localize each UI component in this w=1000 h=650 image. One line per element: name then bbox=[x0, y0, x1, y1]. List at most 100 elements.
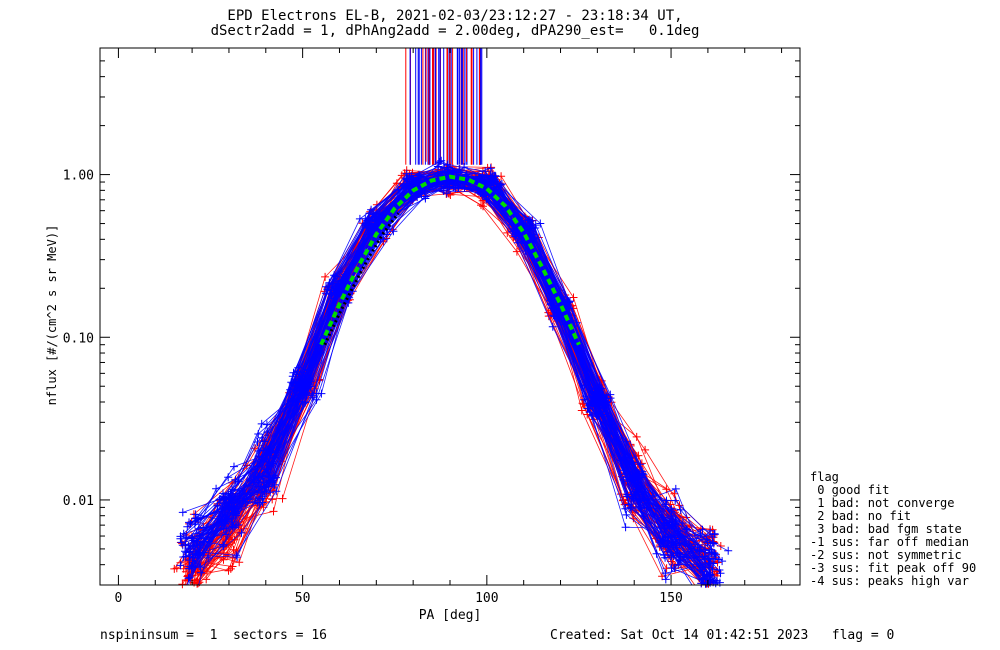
blue-data-point bbox=[700, 552, 709, 561]
blue-data-point bbox=[216, 495, 225, 504]
legend-item: -1 sus: far off median bbox=[810, 535, 969, 549]
blue-data-point bbox=[191, 517, 200, 526]
blue-data-point bbox=[676, 505, 685, 514]
red-data-point bbox=[577, 406, 586, 415]
blue-data-point bbox=[250, 478, 259, 487]
blue-data-point bbox=[183, 522, 192, 531]
x-axis-label: PA [deg] bbox=[419, 608, 482, 623]
axes: 0 50 100 150 0.01 0.10 1.00 bbox=[63, 47, 801, 606]
blue-data-point bbox=[699, 575, 708, 584]
red-sector-curve bbox=[173, 169, 696, 586]
blue-sector-curve bbox=[188, 175, 711, 586]
blue-data-point bbox=[602, 398, 611, 407]
blue-sector-curve bbox=[198, 182, 712, 586]
blue-data-point bbox=[256, 457, 265, 466]
blue-data-point bbox=[668, 520, 677, 529]
red-sector-curve bbox=[196, 181, 710, 586]
blue-data-point bbox=[389, 227, 398, 236]
blue-data-point bbox=[548, 322, 557, 331]
blue-data-point bbox=[435, 158, 443, 166]
blue-data-point bbox=[527, 224, 536, 233]
blue-sector-curve bbox=[185, 178, 711, 576]
red-data-point bbox=[178, 580, 187, 589]
red-data-point bbox=[632, 432, 641, 441]
blue-data-point bbox=[421, 194, 430, 203]
red-sector-curve bbox=[183, 176, 698, 572]
blue-data-point bbox=[234, 520, 243, 529]
blue-data-point bbox=[178, 508, 187, 517]
red-data-point bbox=[269, 507, 278, 516]
blue-sector-curve bbox=[195, 175, 711, 586]
blue-data-point bbox=[308, 393, 317, 402]
blue-data-point bbox=[711, 550, 719, 558]
blue-data-point bbox=[674, 560, 683, 569]
red-data-point bbox=[512, 247, 521, 256]
blue-data-point bbox=[394, 185, 403, 194]
footer-spin-info: nspininsum = 1 sectors = 16 bbox=[100, 628, 327, 643]
legend-item: 1 bad: not converge bbox=[810, 496, 955, 510]
blue-data-point bbox=[706, 526, 715, 535]
red-sector-curve bbox=[197, 182, 709, 582]
red-sector-curve bbox=[186, 170, 707, 584]
blue-data-point bbox=[698, 525, 707, 534]
blue-data-point bbox=[640, 484, 649, 493]
flag-legend: flag 0 good fit 1 bad: not converge 2 ba… bbox=[810, 471, 976, 588]
blue-data-point bbox=[254, 452, 263, 461]
red-sector-curve bbox=[188, 184, 708, 582]
blue-data-point bbox=[257, 419, 266, 428]
red-sector-curve bbox=[192, 177, 712, 586]
blue-data-point bbox=[191, 510, 200, 519]
blue-data-point bbox=[222, 494, 231, 503]
blue-data-point bbox=[185, 573, 194, 582]
blue-data-point bbox=[710, 530, 719, 539]
legend-item: -4 sus: peaks high var bbox=[810, 574, 969, 588]
x-tick-label: 0 bbox=[115, 591, 123, 606]
blue-data-point bbox=[456, 168, 465, 177]
blue-data-point bbox=[481, 167, 490, 176]
blue-data-point bbox=[513, 238, 522, 247]
blue-data-point bbox=[212, 484, 221, 493]
blue-data-point bbox=[605, 412, 613, 421]
blue-sector-curve bbox=[189, 176, 713, 586]
blue-data-point bbox=[185, 518, 193, 527]
blue-data-point bbox=[671, 527, 679, 536]
blue-data-point bbox=[373, 212, 382, 221]
blue-data-point bbox=[585, 408, 594, 417]
blue-data-point bbox=[696, 530, 705, 539]
blue-data-point bbox=[298, 389, 307, 398]
blue-data-point bbox=[451, 184, 460, 193]
blue-data-point bbox=[251, 496, 260, 504]
blue-data-point bbox=[323, 285, 332, 294]
blue-data-point bbox=[708, 538, 717, 547]
blue-data-point bbox=[259, 478, 268, 486]
blue-data-point bbox=[197, 568, 205, 577]
blue-sector-curve bbox=[191, 180, 701, 571]
data-curves bbox=[170, 48, 733, 589]
blue-data-point bbox=[709, 559, 718, 568]
blue-data-point bbox=[372, 222, 380, 231]
blue-data-point bbox=[332, 284, 341, 293]
red-sector-curve bbox=[190, 177, 708, 581]
blue-data-point bbox=[486, 164, 495, 173]
blue-data-point bbox=[262, 420, 271, 429]
red-sector-curve bbox=[197, 181, 710, 583]
blue-data-point bbox=[531, 221, 540, 230]
blue-data-point bbox=[606, 394, 615, 403]
legend-item: -3 sus: fit peak off 90 bbox=[810, 561, 977, 575]
y-tick-label: 0.10 bbox=[63, 331, 94, 346]
blue-data-point bbox=[230, 462, 238, 471]
x-tick-label: 100 bbox=[475, 591, 498, 606]
red-sector-curve bbox=[199, 178, 706, 583]
blue-sector-curve bbox=[185, 174, 705, 580]
blue-data-point bbox=[621, 504, 630, 513]
blue-data-point bbox=[695, 547, 704, 556]
blue-data-point bbox=[302, 391, 310, 400]
blue-data-point bbox=[188, 534, 197, 543]
red-sector-curve bbox=[191, 179, 702, 584]
blue-data-point bbox=[433, 162, 442, 171]
blue-sector-curve bbox=[180, 174, 704, 579]
red-sector-curve bbox=[189, 170, 709, 584]
blue-data-point bbox=[635, 503, 644, 512]
blue-data-point bbox=[221, 513, 230, 522]
blue-data-point bbox=[581, 392, 590, 401]
